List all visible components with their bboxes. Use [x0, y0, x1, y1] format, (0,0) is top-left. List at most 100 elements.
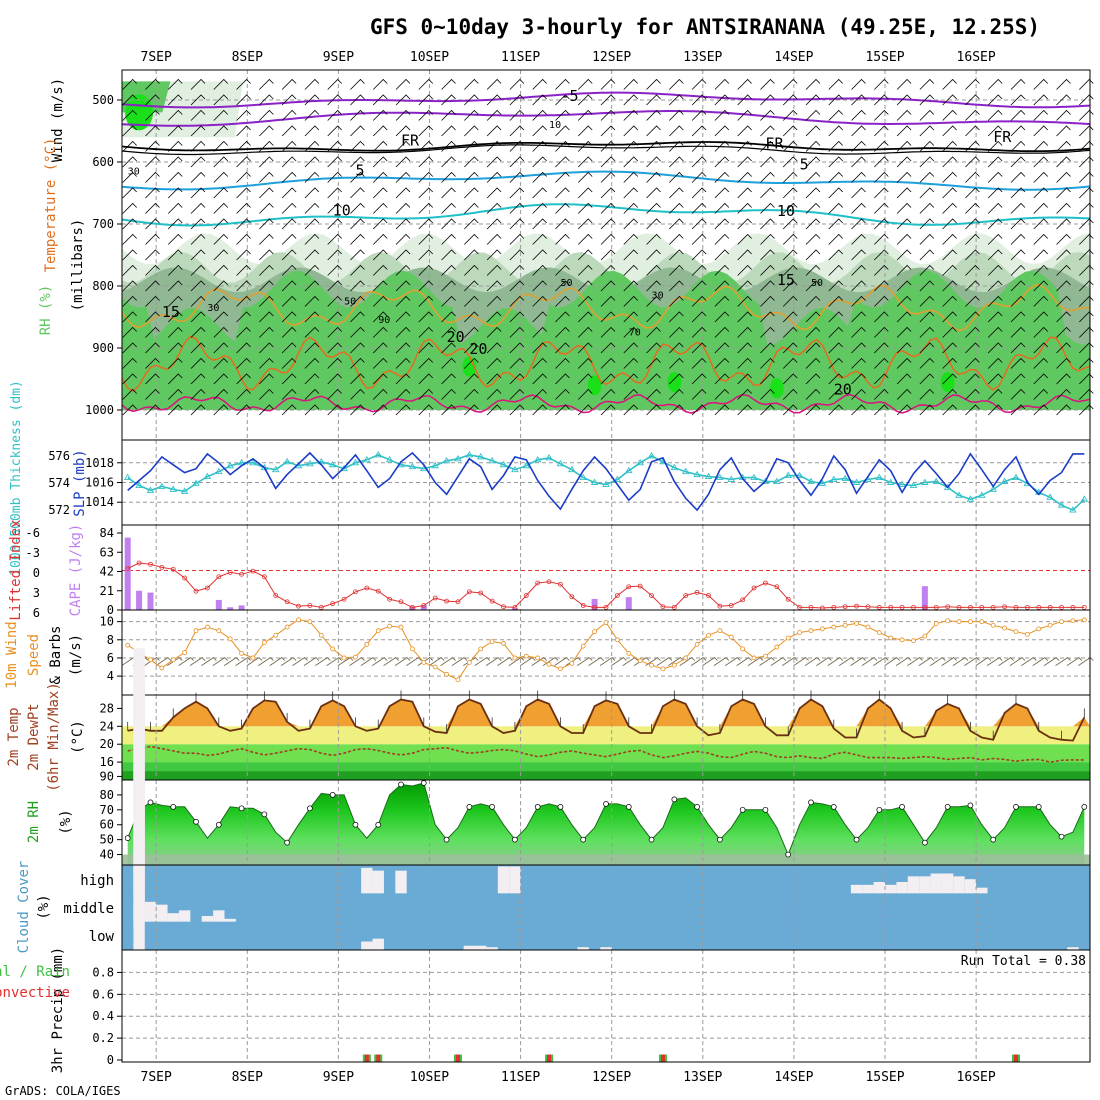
wind-barb: [281, 249, 297, 261]
wind-barb: [965, 404, 980, 416]
wind-barb: [236, 280, 251, 292]
wind-barb: [805, 373, 821, 385]
wind10-point: [364, 641, 370, 647]
wind-barb: [236, 388, 251, 400]
wind-barb: [600, 264, 616, 276]
temp-band-yellow: [122, 726, 1090, 745]
top-date-15SEP: 15SEP: [865, 50, 904, 65]
wind-barb: [691, 109, 707, 121]
wind10-barb: [827, 656, 844, 666]
wind10-barb: [838, 656, 855, 666]
wind-barb: [486, 233, 502, 245]
wind-barb: [486, 264, 502, 276]
wind10-barb: [588, 656, 604, 666]
wind10-point: [990, 622, 996, 628]
wind-barb: [259, 78, 274, 90]
wind-barb: [464, 264, 479, 276]
wind-barb: [122, 357, 137, 369]
wind-barb: [464, 311, 479, 323]
wind-barb: [987, 187, 1003, 199]
wind10-barb: [144, 656, 160, 666]
wind-barb: [532, 280, 547, 292]
wind-barb: [577, 125, 593, 137]
wind-barb: [304, 280, 320, 292]
rh2m-point: [717, 836, 723, 843]
li-point: [876, 604, 882, 610]
wind-barb: [190, 388, 206, 400]
thickness-point: [135, 481, 143, 488]
wind10-barb: [246, 656, 263, 666]
wind-barb: [1033, 187, 1049, 199]
wind10-point: [763, 653, 768, 659]
wind-barb: [350, 233, 365, 245]
rh-label-0: 30: [128, 166, 140, 177]
wind-barb: [190, 280, 206, 292]
wind-barb: [782, 94, 798, 106]
wind-barb: [350, 140, 365, 152]
wind-barb: [236, 233, 251, 245]
wind-barb: [737, 295, 752, 307]
wind-barb: [714, 156, 730, 168]
wind-barb: [965, 156, 980, 168]
li-point: [922, 604, 928, 610]
wind-barb: [532, 140, 547, 152]
wind-barb: [327, 373, 342, 385]
wind-barb: [395, 94, 411, 106]
wind-barb: [896, 218, 912, 230]
chart-title: GFS 0~10day 3-hourly for ANTSIRANANA (49…: [370, 15, 1040, 39]
wind10-point: [478, 646, 484, 652]
wind-barb: [919, 404, 935, 416]
temp-label-13: 20: [447, 328, 465, 346]
wind-barb: [691, 342, 707, 354]
li-point: [763, 580, 768, 586]
wind-barb: [623, 295, 639, 307]
cloud-bar: [133, 904, 145, 922]
wind-barb: [190, 357, 206, 369]
wind-barb: [259, 171, 274, 183]
rh2m-point: [398, 781, 404, 788]
wind-barb: [372, 109, 388, 121]
wind-barb: [509, 280, 525, 292]
wind-barb: [828, 140, 844, 152]
wind-barb: [395, 404, 411, 416]
wind-barb: [896, 233, 912, 245]
wind-barb: [259, 388, 274, 400]
wind-barb: [987, 280, 1003, 292]
wind10-point: [535, 655, 541, 661]
wind-barb: [441, 311, 456, 323]
wind-barb: [737, 202, 752, 214]
wind-barb: [714, 140, 730, 152]
wind-barb: [1033, 202, 1049, 214]
wind-barb: [805, 78, 821, 90]
rh-label-6: 70: [629, 328, 641, 339]
wind-barb: [122, 404, 137, 416]
wind10-point: [501, 641, 506, 646]
wind10-point: [125, 642, 131, 648]
rh-peak-3: [769, 378, 784, 399]
wind-barb: [304, 264, 320, 276]
wind-barb: [464, 357, 479, 369]
wind-barb: [828, 171, 844, 183]
wind-barb: [691, 388, 707, 400]
precip-conv-bar: [1013, 1054, 1018, 1062]
wind-barb: [965, 249, 980, 261]
li-point: [706, 593, 711, 598]
thickness-line: [127, 454, 1085, 512]
li-point: [341, 596, 347, 602]
wind-barb: [828, 342, 844, 354]
li-point: [990, 604, 996, 610]
wind-barb: [350, 373, 365, 385]
wind10-point: [797, 630, 802, 635]
wind10-point: [911, 638, 916, 644]
wind-barb: [691, 280, 707, 292]
wind-barb: [1056, 311, 1071, 323]
rh2m-point: [603, 801, 609, 807]
label-cloud: Cloud Cover: [16, 861, 32, 954]
li-point: [478, 590, 484, 596]
cloud-bar: [361, 867, 373, 894]
wind-barb: [281, 187, 297, 199]
rh2m-point: [215, 821, 222, 828]
thickness-point: [158, 482, 166, 489]
